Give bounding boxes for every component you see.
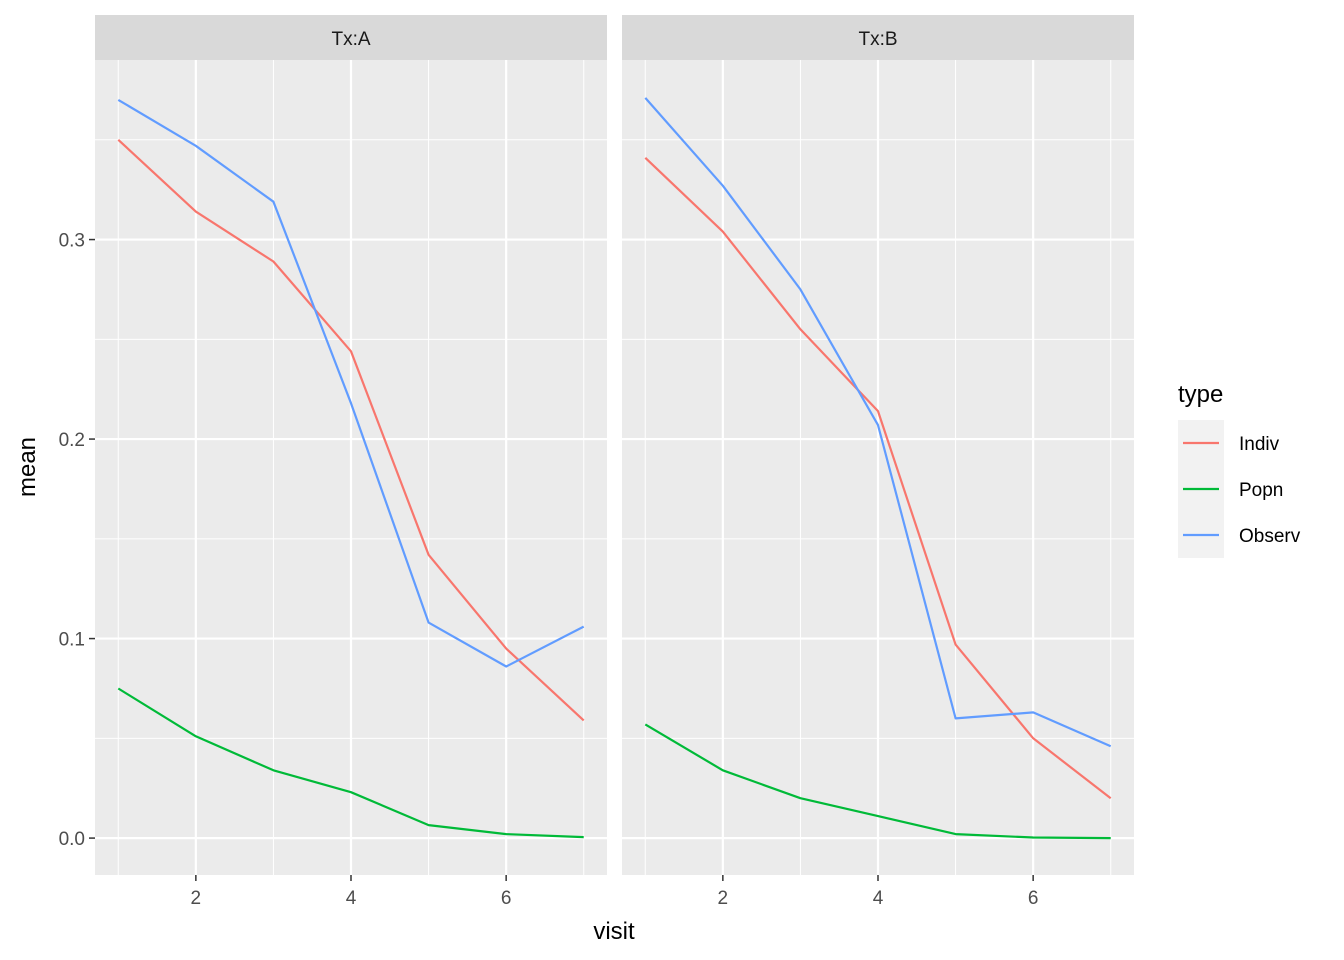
series-line-indiv (117, 138, 585, 722)
legend-label: Observ (1239, 526, 1301, 547)
x-tick-label: 4 (873, 888, 884, 909)
legend-title: type (1178, 381, 1223, 408)
x-tick-label: 6 (501, 888, 512, 909)
legend-entry: Observ (1178, 512, 1301, 558)
facet-panels: Tx:A 2 4 6 0.0 0.1 0.2 0.3 Tx:B 2 4 6 (59, 15, 1134, 909)
series-line-indiv (644, 157, 1112, 800)
legend: type Indiv Popn Observ (1178, 381, 1301, 558)
facet-panel: Tx:A 2 4 6 0.0 0.1 0.2 0.3 (59, 15, 607, 909)
facet-strip-label: Tx:A (331, 29, 370, 50)
y-axis-title: mean (14, 437, 41, 497)
series-line-observ (644, 97, 1112, 748)
x-axis-title: visit (593, 918, 635, 945)
y-tick-label: 0.3 (59, 231, 85, 252)
y-tick-label: 0.1 (59, 630, 85, 651)
y-tick-label: 0.0 (59, 829, 85, 850)
facet-strip-label: Tx:B (858, 29, 897, 50)
facet-strip (95, 15, 607, 60)
x-tick-label: 2 (718, 888, 729, 909)
y-tick-label: 0.2 (59, 430, 85, 451)
series-line-popn (117, 687, 584, 839)
x-tick-label: 6 (1028, 888, 1039, 909)
legend-entry: Popn (1178, 466, 1283, 512)
x-tick-label: 4 (346, 888, 357, 909)
facet-panel: Tx:B 2 4 6 (622, 15, 1134, 909)
series-line-observ (117, 98, 585, 668)
facet-strip (622, 15, 1134, 60)
legend-entry: Indiv (1178, 420, 1280, 466)
legend-label: Indiv (1239, 434, 1280, 455)
x-tick-label: 2 (191, 888, 202, 909)
series-line-popn (644, 723, 1111, 840)
legend-label: Popn (1239, 480, 1283, 501)
